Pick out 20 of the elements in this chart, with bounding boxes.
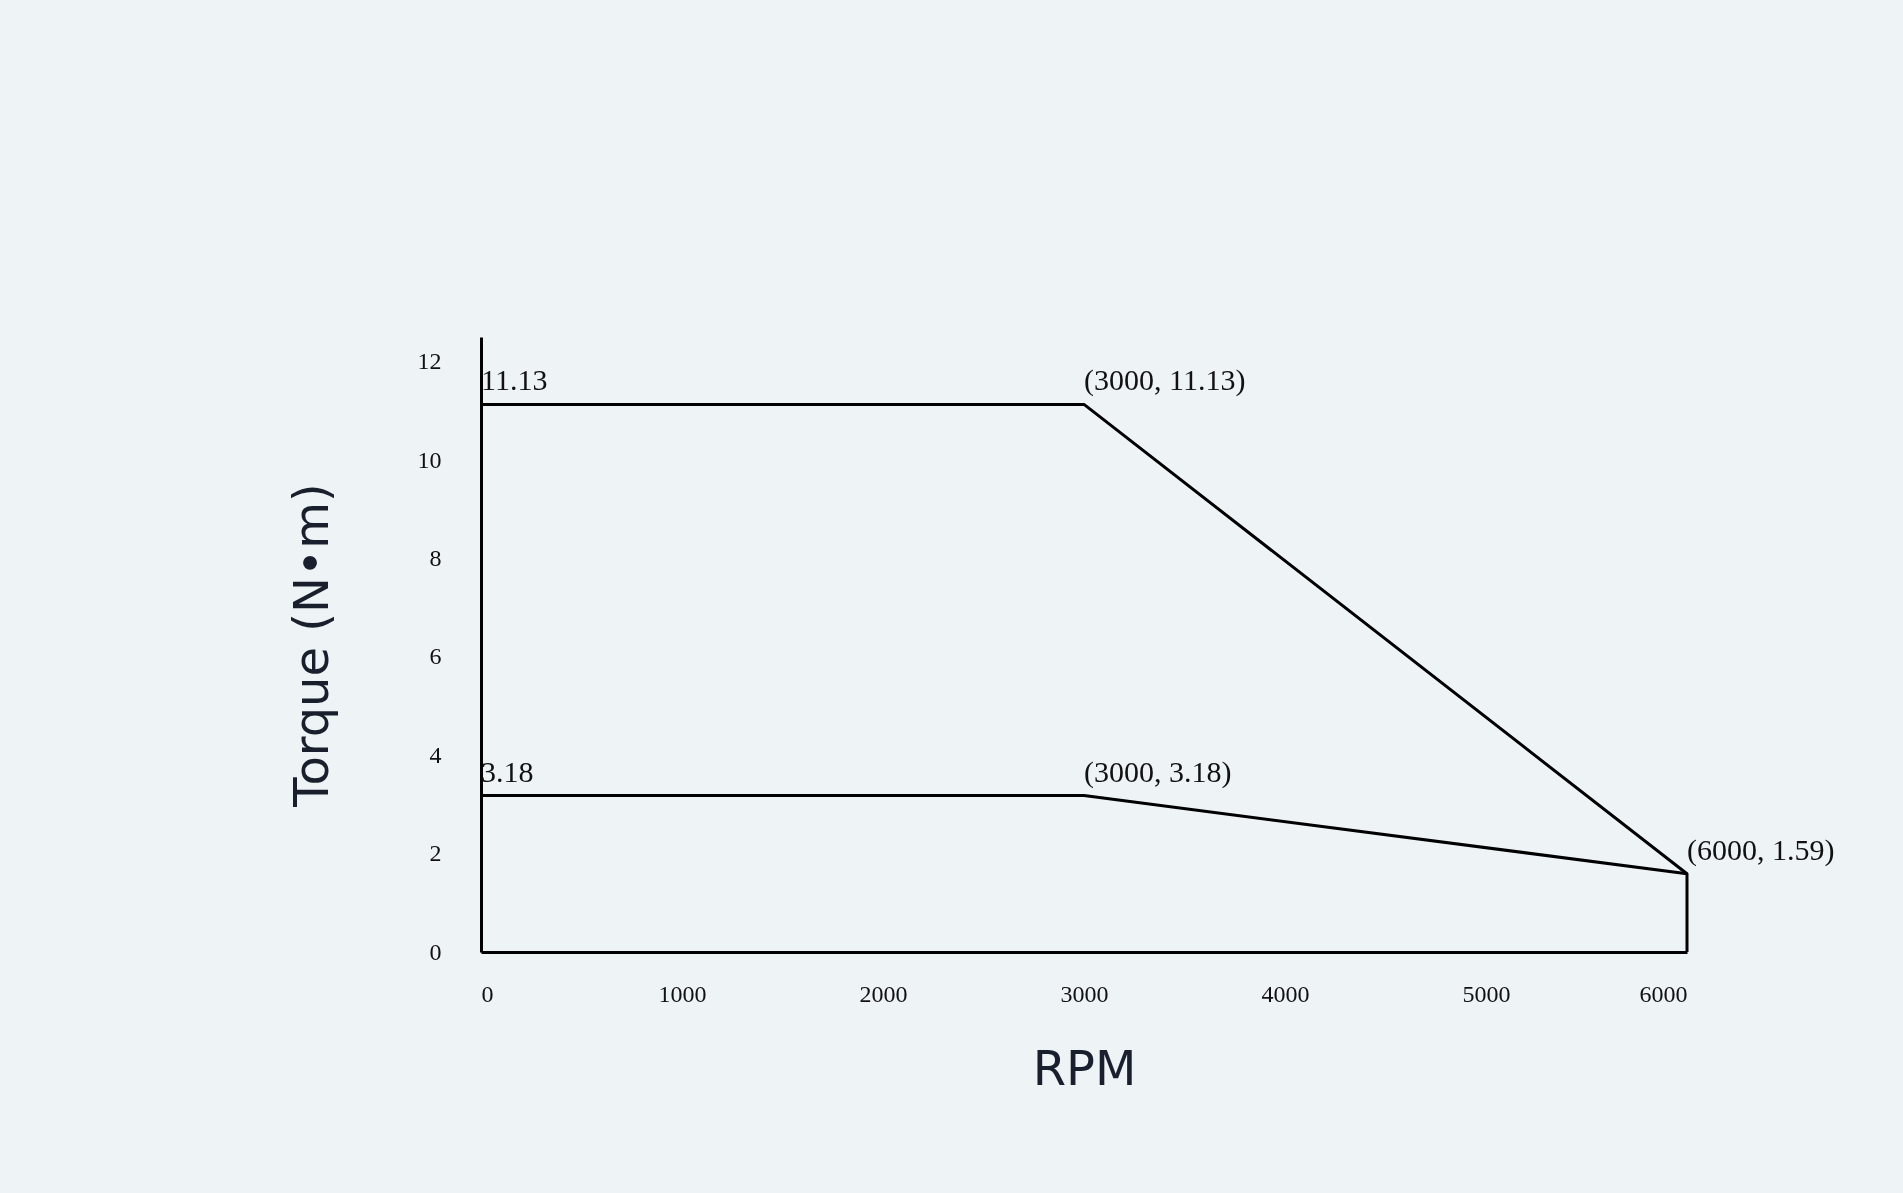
x-tick-label: 5000 (1462, 980, 1511, 1007)
annotation: (3000, 11.13) (1084, 363, 1246, 398)
annotation: (3000, 3.18) (1084, 754, 1232, 789)
x-axis-title: RPM (1032, 1039, 1137, 1096)
x-tick-label: 1000 (658, 980, 707, 1007)
annotation: 11.13 (481, 363, 548, 397)
y-tick-label: 10 (417, 446, 442, 473)
y-tick-label: 2 (429, 840, 442, 867)
y-axis-title: Torque (N•m) (282, 483, 339, 808)
x-tick-label: 2000 (859, 980, 908, 1007)
y-tick-label: 4 (429, 741, 442, 768)
x-tick-label: 3000 (1060, 980, 1109, 1007)
y-tick-label: 12 (417, 348, 442, 375)
y-tick-label: 0 (429, 938, 442, 965)
x-tick-label: 0 (481, 980, 494, 1007)
y-tick-label: 6 (429, 643, 442, 670)
x-tick-label: 4000 (1261, 980, 1310, 1007)
y-tick-label: 8 (429, 544, 442, 571)
annotation: (6000, 1.59) (1687, 832, 1835, 867)
x-tick-label: 6000 (1639, 980, 1688, 1007)
